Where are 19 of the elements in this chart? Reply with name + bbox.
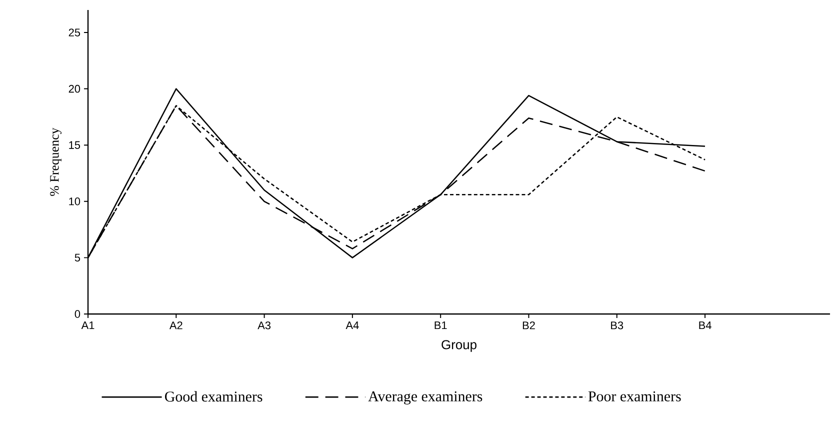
x-tick-label: B2 xyxy=(522,322,535,330)
x-tick-label: A4 xyxy=(346,322,359,330)
x-tick-label: A3 xyxy=(258,322,271,330)
x-axis-title: Group xyxy=(442,340,476,352)
y-tick-label: 10 xyxy=(69,198,80,206)
x-tick-label: B4 xyxy=(699,322,712,330)
legend-label: Poor examiners xyxy=(588,391,681,402)
y-tick-label: 25 xyxy=(68,28,80,36)
y-tick-label: 5 xyxy=(74,254,80,262)
x-tick-label: B3 xyxy=(611,322,624,330)
x-tick-label: A2 xyxy=(169,322,182,330)
legend-label: Average examiners xyxy=(368,391,482,404)
y-tick-label: 0 xyxy=(74,310,80,318)
x-tick-label: A1 xyxy=(81,322,94,330)
y-tick-label: 15 xyxy=(69,141,80,149)
x-tick-label: B1 xyxy=(434,322,447,330)
y-tick-label: 20 xyxy=(68,84,80,93)
legend-label: Good examiners xyxy=(165,391,262,402)
y-axis-title: % Frequency xyxy=(50,128,62,196)
